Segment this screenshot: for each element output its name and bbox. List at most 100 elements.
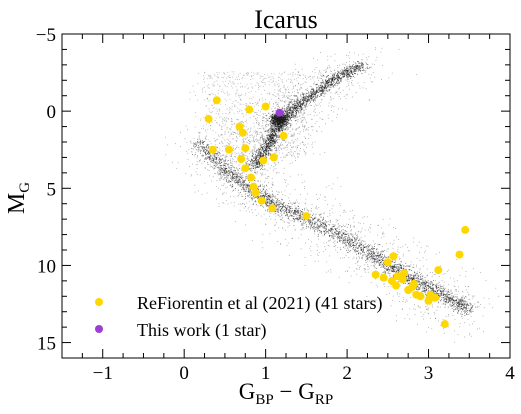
field-star-point — [374, 244, 375, 245]
field-star-point — [230, 172, 232, 174]
field-star-point — [322, 86, 324, 88]
field-star-point — [200, 150, 202, 152]
field-star-point — [393, 266, 395, 268]
field-star-point — [440, 265, 442, 267]
field-star-point — [345, 230, 346, 232]
field-star-point — [214, 173, 216, 174]
field-star-point — [220, 171, 222, 173]
field-star-point — [317, 236, 319, 237]
field-star-point — [249, 181, 250, 183]
field-star-point — [433, 311, 435, 313]
field-star-point — [452, 314, 454, 316]
field-star-point — [304, 144, 306, 145]
field-star-point — [325, 229, 326, 231]
field-star-point — [410, 278, 412, 280]
field-star-point — [298, 83, 299, 85]
field-star-point — [262, 76, 264, 77]
field-star-point — [219, 161, 221, 162]
field-star-point — [292, 114, 294, 116]
field-star-point — [352, 64, 354, 66]
field-star-point — [367, 253, 369, 255]
field-star-point — [262, 135, 264, 137]
field-star-point — [201, 142, 203, 144]
field-star-point — [374, 261, 376, 262]
field-star-point — [287, 128, 289, 130]
field-star-point — [400, 263, 401, 265]
field-star-point — [330, 70, 331, 72]
field-star-point — [442, 288, 443, 290]
field-star-point — [207, 98, 209, 99]
field-star-point — [419, 275, 421, 277]
field-star-point — [382, 251, 384, 253]
field-star-point — [278, 106, 280, 108]
field-star-point — [298, 213, 299, 214]
field-star-point — [239, 168, 241, 169]
field-star-point — [317, 230, 319, 232]
field-star-point — [464, 336, 465, 338]
field-star-point — [426, 308, 428, 310]
field-star-point — [223, 154, 224, 156]
field-star-point — [259, 138, 261, 140]
field-star-point — [211, 121, 213, 123]
field-star-point — [384, 272, 386, 273]
field-star-point — [320, 226, 322, 228]
field-star-point — [286, 95, 287, 97]
field-star-point — [260, 137, 261, 139]
field-star-point — [299, 115, 301, 117]
field-star-point — [244, 184, 246, 186]
field-star-point — [269, 194, 270, 196]
field-star-point — [333, 233, 335, 235]
field-star-point — [370, 227, 371, 229]
field-star-point — [291, 208, 293, 209]
field-star-point — [391, 260, 393, 262]
field-star-point — [351, 242, 353, 244]
field-star-point — [313, 76, 315, 78]
field-star-point — [239, 72, 241, 74]
field-star-point — [288, 92, 290, 94]
field-star-point — [258, 85, 260, 86]
field-star-point — [215, 165, 217, 167]
field-star-point — [470, 303, 472, 305]
field-star-point — [437, 292, 438, 294]
field-star-point — [295, 95, 297, 97]
field-star-point — [280, 74, 282, 76]
field-star-point — [256, 133, 258, 135]
field-star-point — [276, 199, 278, 201]
field-star-point — [409, 265, 411, 267]
field-star-point — [190, 174, 192, 176]
field-star-point — [423, 284, 425, 285]
field-star-point — [294, 228, 296, 230]
field-star-point — [280, 213, 282, 214]
field-star-point — [239, 176, 240, 178]
field-star-point — [470, 315, 472, 317]
field-star-point — [242, 181, 244, 183]
field-star-point — [281, 211, 283, 213]
field-star-point — [227, 117, 229, 119]
field-star-point — [242, 180, 244, 182]
field-star-point — [328, 64, 330, 66]
field-star-point — [260, 81, 262, 83]
field-star-point — [262, 247, 264, 249]
field-star-point — [369, 99, 371, 101]
field-star-point — [403, 268, 405, 270]
field-star-point — [469, 334, 471, 336]
field-star-point — [262, 113, 264, 114]
field-star-point — [363, 246, 365, 247]
field-star-point — [193, 155, 195, 157]
field-star-point — [285, 207, 287, 208]
field-star-point — [315, 213, 317, 215]
field-star-point — [458, 303, 459, 305]
field-star-point — [226, 121, 228, 123]
field-star-point — [279, 210, 281, 211]
field-star-point — [344, 241, 346, 243]
field-star-point — [353, 237, 355, 238]
field-star-point — [278, 146, 280, 148]
field-star-point — [266, 194, 268, 195]
field-star-point — [375, 258, 377, 260]
field-star-point — [267, 190, 269, 192]
field-star-point — [267, 130, 268, 132]
field-star-point — [287, 242, 289, 244]
field-star-point — [372, 249, 374, 251]
field-star-point — [338, 238, 340, 239]
field-star-point — [303, 92, 305, 94]
